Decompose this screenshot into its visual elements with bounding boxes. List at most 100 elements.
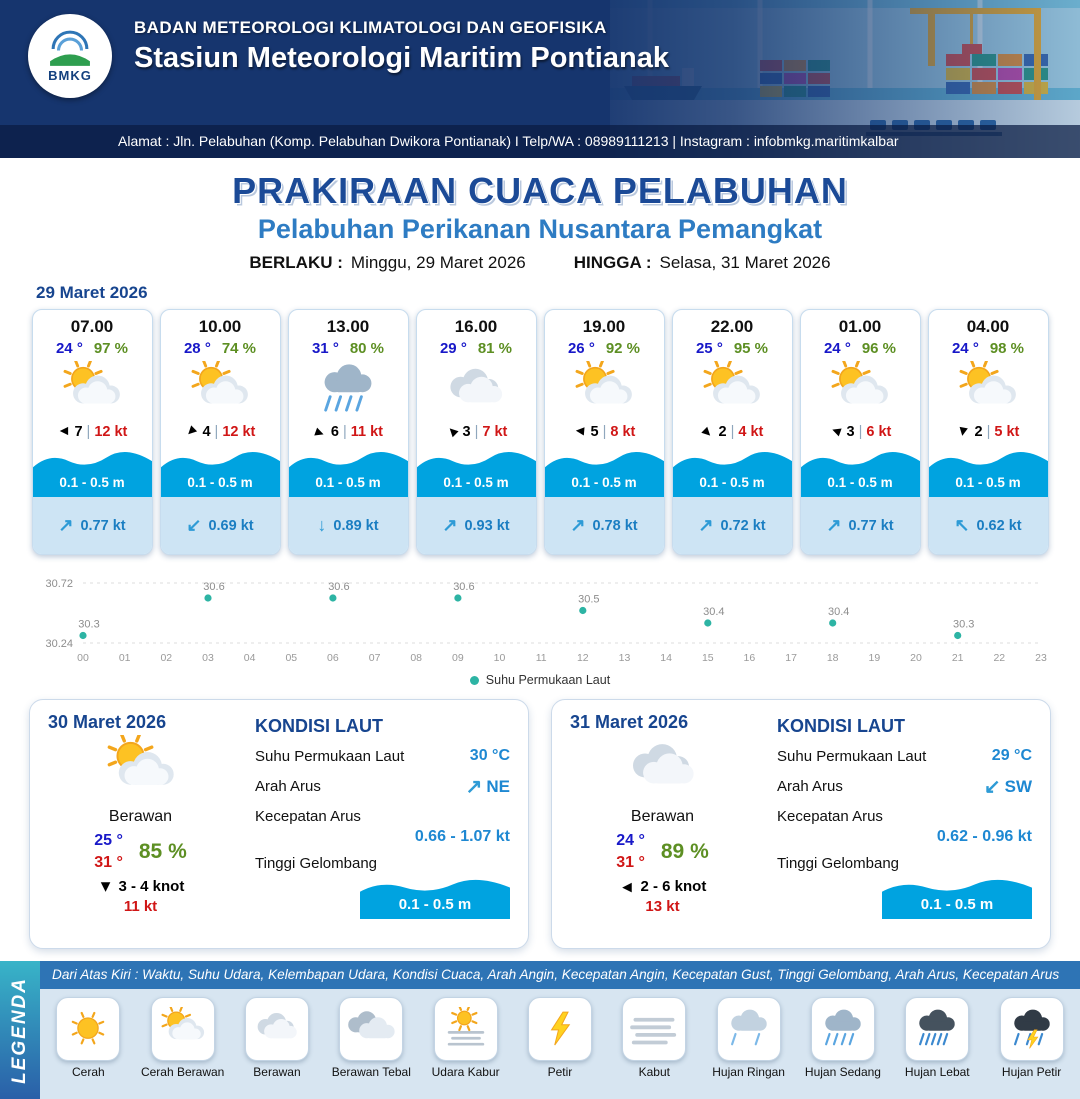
legend-item-label: Hujan Sedang	[804, 1065, 881, 1079]
daily-wind-range: 2 - 6 knot	[640, 878, 707, 896]
svg-text:19: 19	[869, 652, 881, 664]
wind-direction-arrow: ►	[441, 421, 463, 443]
wave-height-label: Tinggi Gelombang	[255, 855, 378, 872]
daily-wind-gust: 11 kt	[123, 898, 158, 916]
daily-forecast-card: 30 Maret 2026 Berawan 25 ° 31 ° 85 % ► 3…	[29, 699, 529, 949]
legend-item-label: Hujan Petir	[1001, 1065, 1062, 1079]
svg-text:02: 02	[160, 652, 172, 664]
air-temperature: 24 °	[55, 340, 83, 357]
svg-text:30.24: 30.24	[45, 638, 73, 650]
valid-from-value: Minggu, 29 Maret 2026	[350, 253, 526, 272]
wind-direction-arrow: ►	[697, 421, 719, 443]
wave-height-badge: 0.1 - 0.5 m	[32, 445, 152, 497]
wave-height: 0.1 - 0.5 m	[827, 475, 893, 490]
wave-height-badge: 0.1 - 0.5 m	[416, 445, 536, 497]
wind-speed: 4	[202, 424, 211, 440]
udara-kabur-icon	[433, 997, 498, 1061]
humidity: 74 %	[221, 340, 257, 357]
wind-row: ► 5 | 8 kt	[572, 423, 636, 440]
hourly-forecast-card: 13.00 31 ° 80 % ► 6 | 11 kt 0.1 - 0.5 m ↓ 0.89 kt	[287, 309, 409, 555]
temp-humidity-row: 26 ° 92 %	[568, 340, 640, 357]
daily-condition: Berawan	[630, 808, 695, 825]
wave-height: 0.1 - 0.5 m	[443, 475, 509, 490]
wave-height-badge: 0.1 - 0.5 m	[928, 445, 1048, 497]
legend-vertical-band: LEGENDA	[0, 961, 40, 1099]
forecast-time: 07.00	[70, 317, 114, 336]
current-direction-arrow: ↖	[954, 515, 970, 535]
weather-icon-cerah-berawan	[564, 359, 644, 421]
wave-height-badge: 0.1 - 0.5 m	[160, 445, 280, 497]
hujan-lebat-icon	[905, 997, 970, 1061]
wind-speed: 3	[462, 424, 471, 440]
wave-height: 0.1 - 0.5 m	[699, 475, 765, 490]
current-speed-value: 0.66 - 1.07 kt	[414, 828, 510, 845]
daily-wind-gust: 13 kt	[645, 898, 680, 916]
svg-text:08: 08	[410, 652, 422, 664]
hujan-sedang-icon	[810, 997, 875, 1061]
sst-chart: 30.72 30.24 00 01 02 03 04 05 06 07 08 09 10 11 12 13 14…	[45, 578, 1047, 664]
legend-item-label: Petir	[547, 1065, 573, 1079]
wind-speed: 2	[974, 424, 983, 440]
current-direction-arrow: ↓	[317, 515, 327, 535]
temp-humidity-row: 25 ° 95 %	[696, 340, 768, 357]
svg-text:05: 05	[285, 652, 297, 664]
separator: |	[214, 424, 219, 440]
legend-description: Dari Atas Kiri : Waktu, Suhu Udara, Kele…	[40, 961, 1080, 989]
sst-label: Suhu Permukaan Laut	[255, 747, 405, 765]
wave-height-badge: 0.1 - 0.5 m	[288, 445, 408, 497]
current-speed: 0.78 kt	[592, 517, 638, 534]
forecast-time: 16.00	[454, 317, 498, 336]
legend-item-kabut: Kabut	[608, 997, 700, 1079]
current-direction-arrow: ↙	[186, 515, 202, 535]
svg-text:16: 16	[744, 652, 756, 664]
station-name: Stasiun Meteorologi Maritim Pontianak	[134, 42, 669, 74]
svg-text:30.3: 30.3	[78, 619, 99, 631]
legend-item-hujan-lebat: Hujan Lebat	[891, 997, 983, 1079]
daily-temp-min: 25 °	[94, 832, 123, 849]
humidity: 97 %	[93, 340, 129, 357]
wave-height-label: Tinggi Gelombang	[777, 855, 900, 872]
legend-item-hujan-ringan: Hujan Ringan	[703, 997, 795, 1079]
svg-text:23: 23	[1035, 652, 1047, 664]
forecast-time: 19.00	[582, 317, 626, 336]
legend-item-label: Hujan Lebat	[904, 1065, 970, 1079]
svg-text:06: 06	[327, 652, 339, 664]
title-section: PRAKIRAAN CUACA PELABUHAN Pelabuhan Peri…	[0, 158, 1080, 273]
svg-text:30.5: 30.5	[578, 594, 599, 606]
humidity: 96 %	[861, 340, 897, 357]
daily-forecast-card: 31 Maret 2026 Berawan 24 ° 31 ° 89 % ► 2…	[551, 699, 1051, 949]
current-row: ↖ 0.62 kt	[928, 497, 1048, 554]
weather-icon-daily	[93, 733, 189, 808]
wave-height-badge: 0.1 - 0.5 m	[882, 875, 1032, 919]
air-temperature: 28 °	[183, 340, 211, 357]
svg-text:20: 20	[910, 652, 922, 664]
current-row: ↗ 0.93 kt	[416, 497, 536, 554]
svg-text:30.4: 30.4	[703, 606, 724, 618]
svg-text:11: 11	[536, 652, 547, 664]
legend-title: LEGENDA	[9, 976, 30, 1084]
wave-height-badge: 0.1 - 0.5 m	[672, 445, 792, 497]
wave-height-value: 0.1 - 0.5 m	[920, 896, 994, 913]
current-row: ↗ 0.77 kt	[800, 497, 920, 554]
svg-text:10: 10	[494, 652, 506, 664]
wind-row: ► 6 | 11 kt	[311, 422, 383, 442]
wind-row: ► 4 | 12 kt	[181, 421, 256, 442]
wind-gust: 12 kt	[222, 424, 256, 440]
wind-gust: 8 kt	[610, 424, 636, 440]
svg-text:12: 12	[577, 652, 589, 664]
wave-height-badge: 0.1 - 0.5 m	[544, 445, 664, 497]
legend-item-label: Cerah Berawan	[140, 1065, 225, 1079]
weather-icon-cerah-berawan	[52, 359, 132, 421]
forecast-time: 22.00	[710, 317, 754, 336]
wind-row: ► 3 | 7 kt	[441, 421, 507, 443]
svg-text:18: 18	[827, 652, 839, 664]
hourly-forecast-card: 22.00 25 ° 95 % ► 2 | 4 kt 0.1 - 0.5 m ↗ 0.72 kt	[671, 309, 793, 555]
svg-text:30.72: 30.72	[45, 578, 73, 590]
svg-text:22: 22	[993, 652, 1005, 664]
daily-date: 31 Maret 2026	[570, 712, 689, 732]
valid-to-value: Selasa, 31 Maret 2026	[659, 253, 831, 272]
wind-direction-arrow: ►	[56, 424, 71, 440]
temp-humidity-row: 31 ° 80 %	[312, 340, 384, 357]
air-temperature: 29 °	[439, 340, 467, 357]
air-temperature: 25 °	[695, 340, 723, 357]
